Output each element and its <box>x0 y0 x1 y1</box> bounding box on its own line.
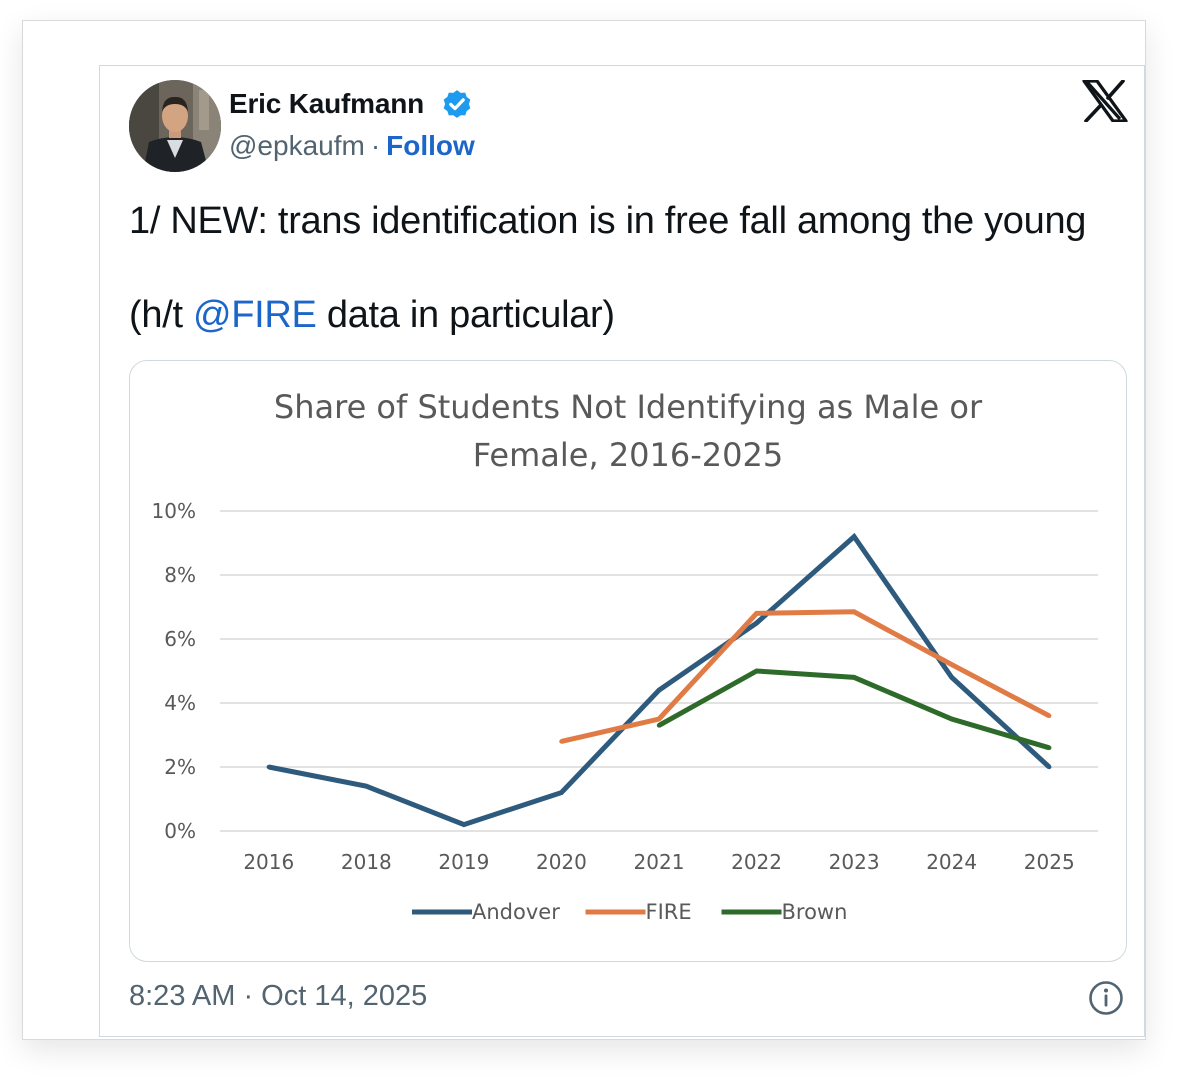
data-point-fire <box>851 609 857 614</box>
data-point-fire <box>754 611 759 616</box>
x-tick-label: 2025 <box>1024 850 1075 874</box>
x-tick-label: 2022 <box>731 850 782 874</box>
tweet-line-1: 1/ NEW: trans identification is in free … <box>129 200 1087 242</box>
chart-title-line-2: Female, 2016-2025 <box>473 436 783 474</box>
author-handle[interactable]: @epkaufm <box>229 130 365 161</box>
y-tick-label: 4% <box>164 691 196 715</box>
data-point-andover <box>266 764 271 770</box>
x-tick-label: 2020 <box>536 850 587 874</box>
data-point-andover <box>656 688 662 693</box>
tweet-card[interactable]: Eric Kaufmann @epkaufm · Follow 1/ NEW: tr… <box>99 65 1145 1037</box>
data-point-andover <box>949 675 954 680</box>
y-tick-label: 6% <box>164 627 196 651</box>
x-tick-label: 2018 <box>341 850 392 874</box>
y-tick-label: 2% <box>164 755 196 779</box>
y-tick-label: 8% <box>164 563 196 587</box>
data-point-fire <box>559 739 564 744</box>
data-point-andover <box>364 784 369 789</box>
data-point-fire <box>949 662 954 667</box>
legend-label-fire: FIRE <box>646 900 692 924</box>
x-logo-icon[interactable] <box>1082 80 1128 122</box>
data-point-andover <box>1047 764 1052 770</box>
verified-badge-shape <box>443 90 471 118</box>
chart-image[interactable]: Share of Students Not Identifying as Mal… <box>129 360 1127 962</box>
y-tick-label: 10% <box>152 499 196 523</box>
tweet-line-2-suffix: data in particular) <box>316 294 615 336</box>
legend-label-andover: Andover <box>472 900 560 924</box>
data-point-brown <box>754 668 759 674</box>
tweet-line-2-prefix: (h/t <box>129 294 193 336</box>
chart-title-line-1: Share of Students Not Identifying as Mal… <box>274 388 983 426</box>
series-line-fire <box>560 609 1051 744</box>
handle-separator: · <box>370 130 381 161</box>
legend-label-brown: Brown <box>782 900 848 924</box>
x-tick-label: 2016 <box>243 850 294 874</box>
data-point-brown <box>949 716 954 722</box>
timestamp[interactable]: 8:23 AM · Oct 14, 2025 <box>129 980 428 1012</box>
data-point-fire <box>656 716 662 722</box>
follow-button[interactable]: Follow <box>386 130 475 161</box>
data-point-brown <box>656 723 662 728</box>
x-tick-label: 2019 <box>438 850 489 874</box>
mention-link[interactable]: @FIRE <box>192 294 317 336</box>
x-tick-label: 2021 <box>634 850 685 874</box>
x-tick-label: 2024 <box>926 850 977 874</box>
info-icon[interactable] <box>1088 980 1124 1016</box>
verified-badge-icon <box>443 90 471 118</box>
handle-row: @epkaufm · Follow <box>229 130 475 162</box>
data-point-andover <box>754 620 759 626</box>
tweet-line-2: (h/t @FIRE data in particular) <box>129 292 1129 338</box>
y-tick-label: 0% <box>164 819 196 843</box>
embed-frame: Eric Kaufmann @epkaufm · Follow 1/ NEW: tr… <box>22 20 1146 1040</box>
x-tick-label: 2023 <box>829 850 880 874</box>
data-point-andover <box>559 790 564 795</box>
data-point-andover <box>851 534 857 539</box>
data-point-andover <box>461 822 467 827</box>
data-point-fire <box>1047 713 1052 718</box>
avatar[interactable] <box>129 80 221 172</box>
tweet-text: 1/ NEW: trans identification is in free … <box>129 198 1129 338</box>
author-name[interactable]: Eric Kaufmann <box>229 88 424 119</box>
series-line-andover <box>268 532 1051 828</box>
line-chart: Share of Students Not Identifying as Mal… <box>152 388 1098 924</box>
data-point-brown <box>851 675 857 680</box>
data-point-brown <box>1047 745 1052 750</box>
